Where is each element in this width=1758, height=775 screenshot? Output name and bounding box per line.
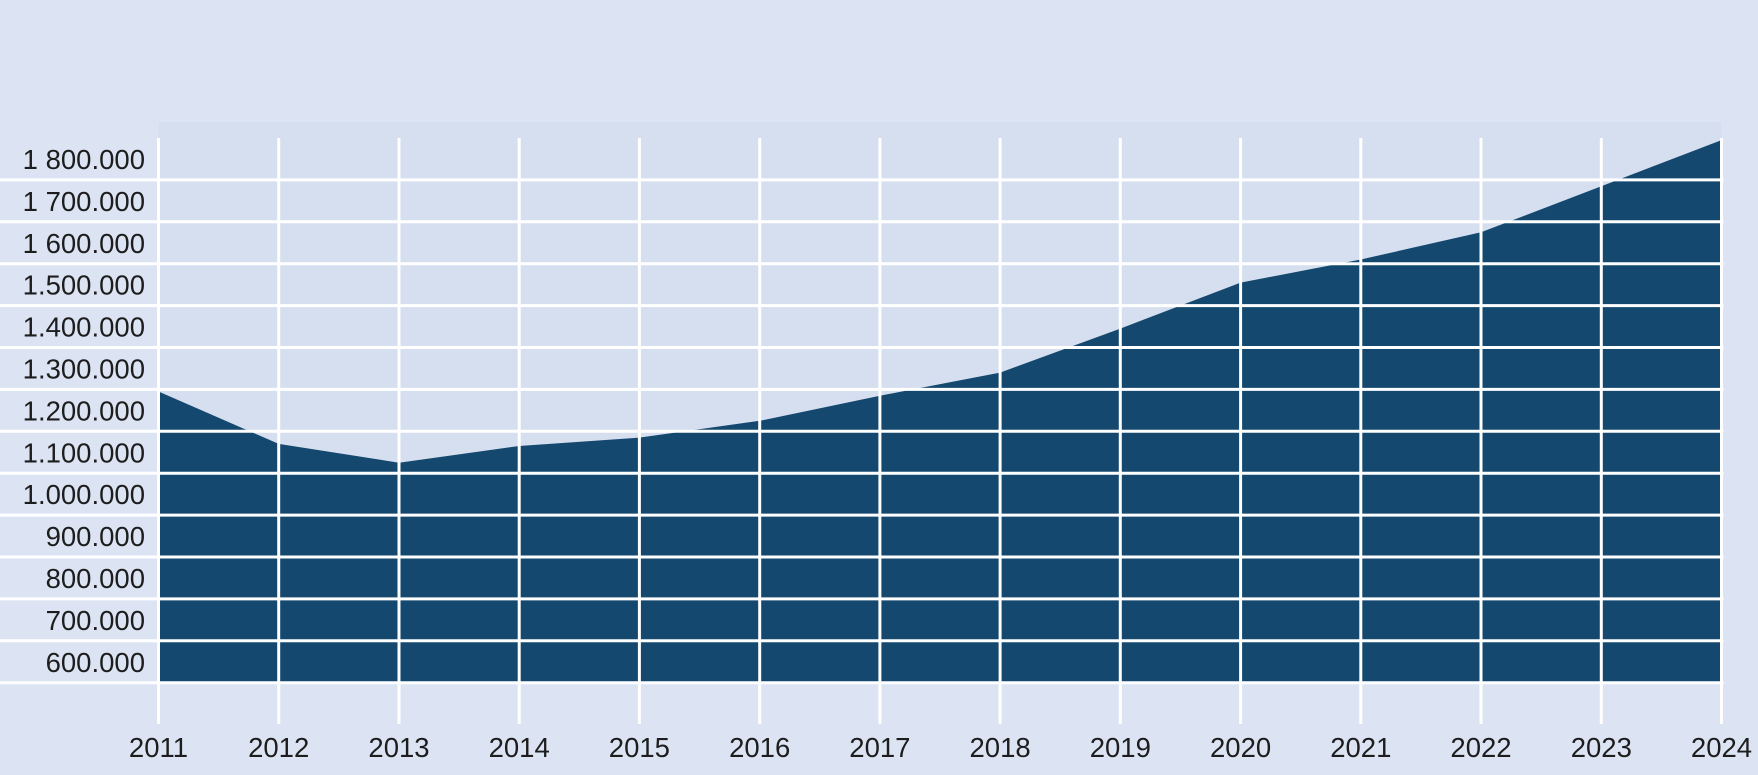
x-axis-tick-label: 2013 <box>368 732 429 763</box>
x-axis-tick-label: 2021 <box>1330 732 1391 763</box>
population-area-series <box>158 140 1722 683</box>
y-axis-tick-label: 1 600.000 <box>23 228 145 259</box>
y-axis-tick-label: 600.000 <box>46 647 145 678</box>
x-axis-tick-label: 2015 <box>609 732 670 763</box>
x-axis-tick-label: 2014 <box>489 732 550 763</box>
y-axis-tick-label: 900.000 <box>46 521 145 552</box>
y-axis-tick-label: 1.500.000 <box>23 270 145 301</box>
x-axis-tick-label: 2012 <box>248 732 309 763</box>
y-axis-tick-label: 1.100.000 <box>23 437 145 468</box>
x-axis-tick-label: 2018 <box>970 732 1031 763</box>
x-axis-tick-label: 2024 <box>1691 732 1752 763</box>
x-axis-tick-label: 2011 <box>129 732 188 763</box>
y-axis-tick-label: 800.000 <box>46 563 145 594</box>
x-axis-tick-label: 2019 <box>1090 732 1151 763</box>
y-axis-tick-label: 700.000 <box>46 605 145 636</box>
y-axis-tick-label: 1.000.000 <box>23 479 145 510</box>
y-axis-tick-label: 1.400.000 <box>23 312 145 343</box>
y-axis-tick-label: 1 700.000 <box>23 186 145 217</box>
x-axis-tick-label: 2023 <box>1571 732 1632 763</box>
x-axis-tick-label: 2017 <box>849 732 910 763</box>
y-axis-tick-label: 1 800.000 <box>23 144 145 175</box>
y-axis-tick-label: 1.200.000 <box>23 395 145 426</box>
x-axis-tick-label: 2022 <box>1450 732 1511 763</box>
x-axis-tick-label: 2016 <box>729 732 790 763</box>
x-axis-tick-label: 2020 <box>1210 732 1271 763</box>
y-axis-tick-label: 1.300.000 <box>23 354 145 385</box>
